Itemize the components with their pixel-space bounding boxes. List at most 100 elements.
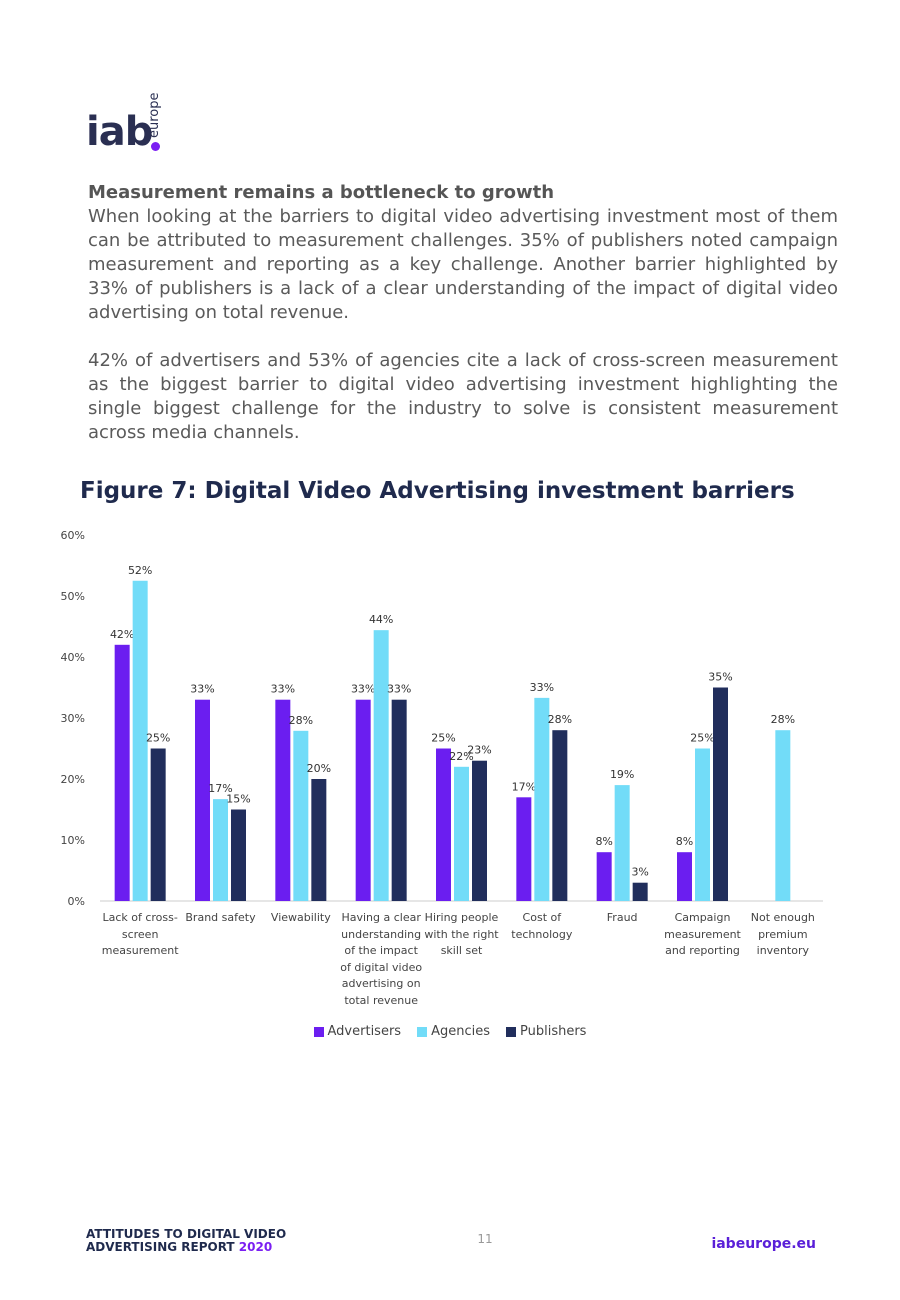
x-category-label-line: technology (511, 927, 573, 941)
bar-agencies (534, 697, 550, 901)
footer-title-line-1: ATTITUDES TO DIGITAL VIDEO (86, 1227, 287, 1241)
x-category-label-line: Viewability (270, 911, 331, 924)
x-category-label-line: premium (758, 927, 808, 941)
legend-swatch (506, 1026, 516, 1037)
x-category-label: Viewability (260, 910, 342, 927)
x-category-label-line: advertising on (341, 977, 421, 990)
data-label: 33% (530, 681, 554, 694)
y-tick-label: 50% (61, 590, 85, 603)
legend-label: Publishers (520, 1024, 587, 1039)
bar-agencies (775, 730, 791, 901)
legend-item-advertisers: Advertisers (313, 1024, 401, 1039)
bar-agencies (373, 630, 389, 901)
bar-publishers (472, 760, 487, 901)
x-category-label-line: of digital video (340, 960, 423, 974)
page-number: 11 (477, 1232, 493, 1246)
legend-item-agencies: Agencies (417, 1024, 490, 1039)
y-tick-label: 10% (61, 834, 85, 847)
bar-agencies (454, 766, 469, 901)
data-label: 22% (449, 750, 473, 763)
iab-europe-logo: iab europe (86, 86, 176, 156)
x-category-label: Lack of cross-screen measurement (99, 910, 181, 960)
y-tick-label: 40% (61, 651, 85, 664)
y-tick-label: 30% (61, 712, 85, 725)
x-category-label-line: of the impact (344, 944, 418, 957)
x-category-label-line: Having a clear (341, 911, 421, 924)
website-link[interactable]: iabeurope.eu (711, 1236, 816, 1252)
x-category-label-line: Cost of (522, 911, 562, 924)
bar-publishers (150, 748, 166, 901)
data-label: 33% (351, 683, 375, 696)
footer-report-title: ATTITUDES TO DIGITAL VIDEO ADVERTISING R… (86, 1228, 286, 1254)
x-category-label-line: total revenue (344, 993, 418, 1007)
data-label: 33% (190, 683, 214, 696)
legend-swatch (417, 1026, 428, 1037)
footer-title-line-2: ADVERTISING REPORT 2020 (86, 1241, 286, 1254)
x-category-label-line: Fraud (606, 911, 638, 924)
data-label: 8% (595, 835, 612, 848)
bar-publishers (632, 882, 648, 901)
bar-publishers (231, 809, 246, 901)
x-category-label-line: and reporting (665, 944, 740, 957)
data-label: 25% (431, 732, 455, 745)
section-heading: Measurement remains a bottleneck to grow… (88, 182, 555, 203)
legend-label: Agencies (431, 1024, 490, 1039)
bar-publishers (552, 730, 568, 901)
logo-wordmark: iab (86, 109, 153, 155)
y-tick-label: 0% (68, 895, 85, 908)
data-label: 25% (146, 732, 170, 745)
bar-advertisers (436, 748, 451, 901)
y-tick-label: 20% (61, 773, 85, 786)
body-text: Measurement remains a bottleneck to grow… (88, 181, 838, 445)
bar-publishers (713, 687, 728, 901)
legend-swatch (313, 1026, 324, 1037)
bar-publishers (391, 699, 407, 901)
x-category-label-line: Hiring people (424, 911, 499, 924)
data-label: 28% (289, 714, 313, 727)
x-category-label-line: skill set (440, 944, 483, 957)
data-label: 28% (548, 713, 572, 726)
bar-advertisers (516, 797, 532, 901)
paragraph-1: When looking at the barriers to digital … (88, 206, 838, 323)
data-label: 17% (208, 782, 232, 795)
x-category-label-line: Brand safety (185, 911, 256, 924)
x-category-label: Brand safety (180, 910, 262, 927)
x-category-label: Cost of technology (501, 910, 583, 943)
data-label: 52% (128, 564, 152, 577)
paragraph-2: 42% of advertisers and 53% of agencies c… (88, 350, 838, 443)
data-label: 44% (369, 613, 393, 626)
x-category-label: Having a clear understanding of the impact… (340, 910, 422, 1009)
x-category-label-line: Campaign (674, 911, 731, 924)
bar-advertisers (275, 699, 291, 901)
x-category-label-line: measurement (664, 927, 741, 941)
x-category-label: Fraud (581, 910, 663, 927)
bar-agencies (695, 748, 710, 901)
data-label: 33% (271, 683, 295, 696)
data-label: 35% (708, 671, 732, 684)
data-label: 33% (387, 683, 411, 696)
data-label: 8% (676, 835, 693, 848)
data-label: 23% (467, 744, 491, 757)
bar-advertisers (596, 852, 612, 901)
x-category-label-line: with the right (424, 927, 499, 941)
bar-advertisers (195, 699, 210, 901)
data-label: 15% (226, 793, 250, 806)
bar-agencies (293, 730, 309, 901)
x-category-label-line: screen (121, 927, 159, 941)
x-category-label-line: inventory (756, 944, 809, 957)
data-label: 17% (512, 780, 536, 793)
data-label: 28% (771, 713, 795, 726)
logo-dot (151, 142, 160, 151)
x-category-label-line: understanding (341, 927, 422, 941)
x-category-label: Campaign measurement and reporting (662, 910, 744, 960)
bar-agencies (614, 785, 630, 901)
footer-year: 2020 (238, 1240, 273, 1254)
chart-legend: Advertisers Agencies Publishers (0, 1024, 900, 1039)
footer-title-text: ADVERTISING REPORT (86, 1240, 239, 1254)
x-category-label-line: Not enough (750, 911, 815, 924)
bar-publishers (311, 779, 327, 901)
bar-advertisers (677, 852, 692, 901)
bar-agencies (132, 580, 148, 901)
data-label: 20% (307, 762, 331, 775)
